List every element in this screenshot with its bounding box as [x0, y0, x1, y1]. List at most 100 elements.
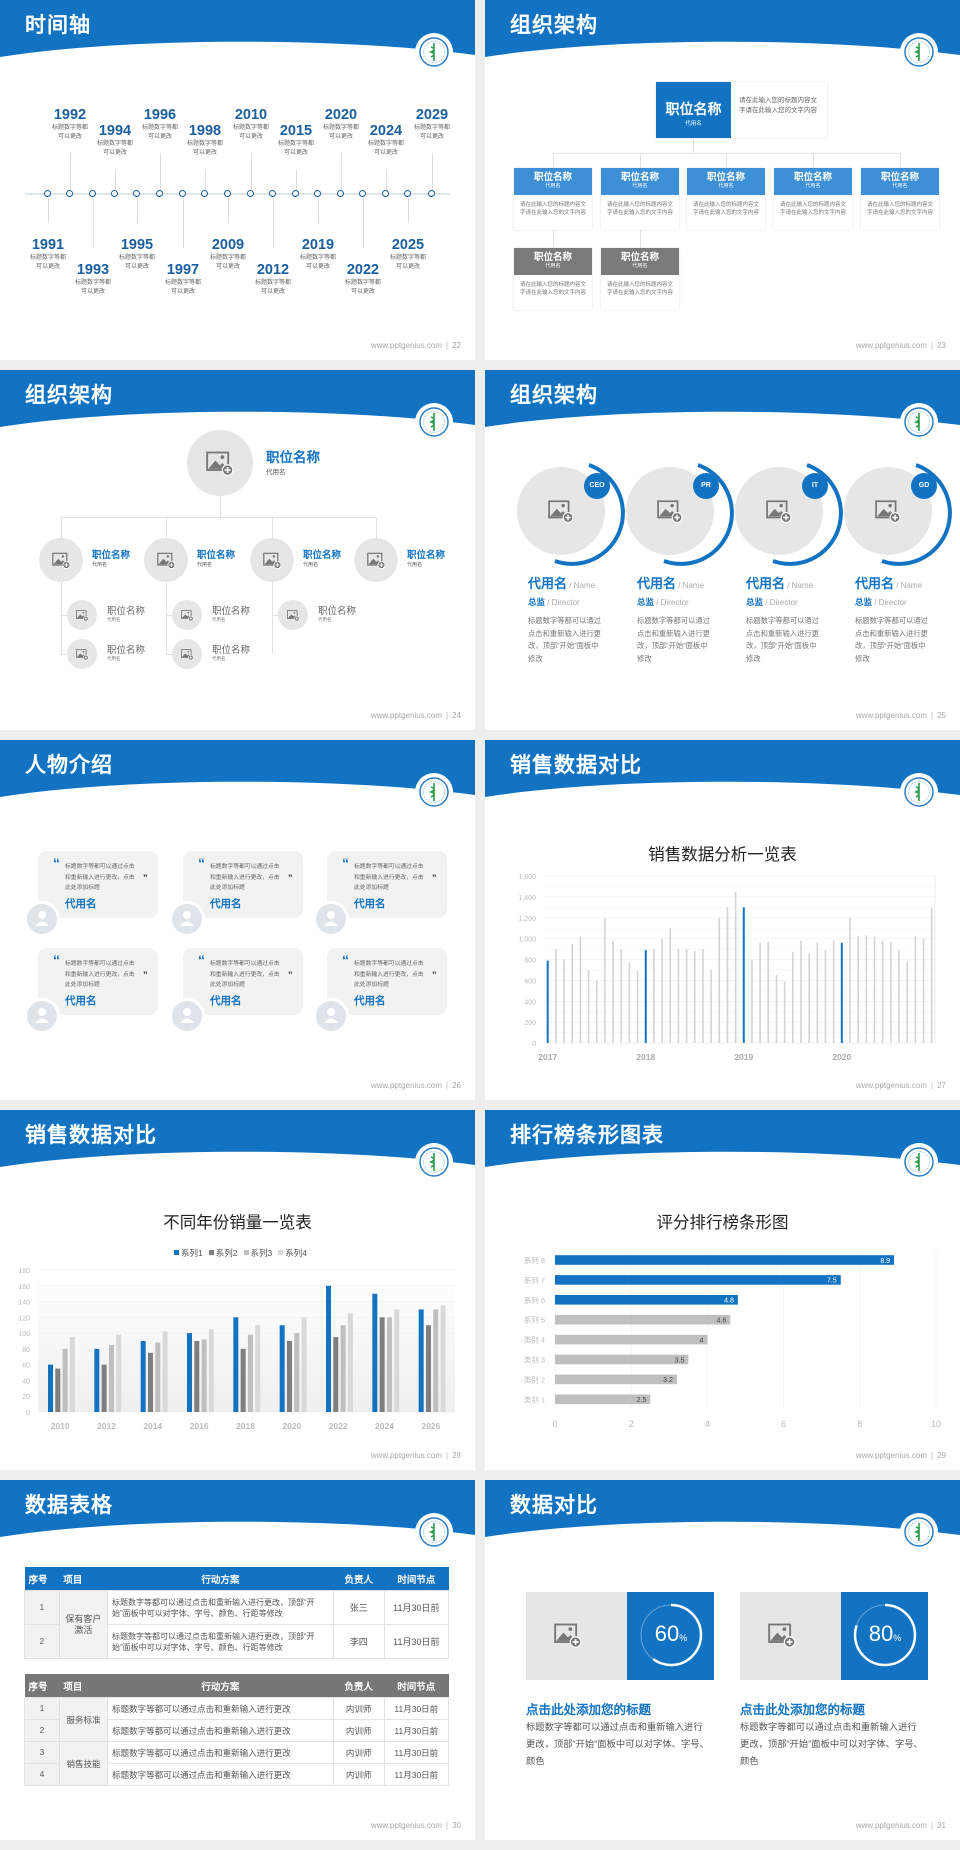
logo — [900, 403, 938, 441]
connector-line — [160, 153, 161, 190]
connector-line — [553, 230, 554, 248]
column-header: 行动方案 — [201, 1681, 240, 1693]
footer-site: www.pptgenius.com — [370, 1081, 443, 1090]
timeline-dot — [314, 190, 321, 197]
event-desc: 可以更改 — [170, 289, 195, 295]
data-label: 7.5 — [827, 1278, 837, 1285]
slide-title: 组织架构 — [510, 14, 598, 37]
head — [38, 1008, 46, 1016]
event-year: 2010 — [234, 107, 268, 123]
slide-24: 组织架构 www.pptgenius.com | 24 职位名称 代用名 职位名称 代用名 职位… — [0, 370, 475, 730]
connector-line — [61, 517, 62, 538]
x-tick-label: 2016 — [190, 1421, 209, 1431]
team-member: 代用名 / Name 总监 / Director 标题数字等都可以通过点击和重新输入… — [746, 576, 836, 665]
connector-line — [166, 615, 176, 616]
top-label: 职位名称 代用名 — [266, 450, 320, 476]
footer-separator: | — [446, 1451, 449, 1460]
slide-title: 人物介绍 — [25, 754, 113, 777]
quote-close-icon: ” — [288, 970, 293, 980]
timeline-dot — [337, 190, 344, 197]
legend-swatch — [208, 1250, 214, 1255]
user-icon — [35, 911, 49, 926]
header-band — [485, 740, 960, 797]
timeline-event: 2025 标题数字等都 可以更改 — [376, 237, 440, 272]
bar — [394, 1309, 400, 1412]
row-number: 1 — [24, 1697, 60, 1720]
sun — [187, 650, 189, 653]
quote-text: 标题数字等都可以通过点击和重新输入进行更改，点击此处添加标题 — [65, 961, 135, 988]
child-label: 职位名称 代用名 — [197, 550, 235, 568]
project-cell: 销售技能 — [58, 1741, 109, 1786]
body — [180, 1018, 194, 1023]
connector-line — [432, 153, 433, 190]
bar — [800, 940, 802, 1043]
grandchild-photo-circle — [67, 600, 97, 630]
event-desc: 可以更改 — [192, 150, 217, 156]
image-placeholder-icon — [768, 1623, 796, 1648]
position-desc: 请在此输入您的标题内容文字请在此输入您的文字内容 — [607, 202, 674, 216]
sun — [82, 611, 84, 614]
header-wave — [0, 1110, 475, 1167]
event-desc: 可以更改 — [124, 264, 149, 270]
time-cell: 11月30日前 — [383, 1590, 450, 1625]
mountain — [208, 460, 228, 469]
plus — [84, 655, 87, 659]
image-placeholder-icon — [548, 500, 574, 523]
x-tick-label: 4 — [705, 1419, 710, 1429]
data-label: 4 — [699, 1337, 703, 1344]
position-name: 代用名 — [107, 617, 121, 622]
table-row: 1 服务标准 标题数字等都可以通过点击和重新输入进行更改 内训师 11月30日前 — [24, 1697, 450, 1742]
legend-swatch — [243, 1250, 249, 1255]
bar — [340, 1325, 346, 1412]
bar — [326, 1285, 331, 1412]
plot-area — [38, 1270, 455, 1412]
person-name: 代用名 — [65, 995, 97, 1007]
timeline-axis — [25, 193, 450, 195]
image-placeholder-icon — [554, 1623, 582, 1648]
logo-emblem — [428, 413, 435, 431]
bar — [620, 949, 623, 1043]
timeline-event: 1991 标题数字等都 可以更改 — [16, 237, 80, 272]
page-number: 26 — [452, 1081, 461, 1090]
position-name: 代用名 — [107, 656, 121, 661]
org-box: 职位名称 代用名 请在此输入您的标题内容文字请在此输入您的文字内容 — [861, 168, 939, 230]
event-year: 1997 — [166, 262, 200, 278]
role-en: / Director — [872, 598, 907, 607]
position-desc: 请在此输入您的标题内容文字请在此输入您的文字内容 — [520, 282, 587, 296]
quote-text: 标题数字等都可以通过点击和重新输入进行更改，点击此处添加标题 — [65, 864, 135, 891]
member-name: 代用名 / Name — [528, 576, 618, 594]
data-label: 8.9 — [880, 1258, 890, 1265]
footer-site: www.pptgenius.com — [370, 341, 443, 350]
quote-open-icon: “ — [53, 855, 60, 871]
bar — [379, 1317, 385, 1412]
column-header: 时间节点 — [397, 1574, 436, 1586]
bar — [653, 949, 655, 1043]
event-desc: 可以更改 — [57, 134, 82, 140]
bar — [55, 1368, 61, 1412]
legend-label: 系列1 — [181, 1248, 203, 1258]
timeline-event: 1993 标题数字等都 可以更改 — [61, 262, 125, 297]
bar — [710, 969, 712, 1043]
progress-ring — [639, 1603, 703, 1667]
timeline-dot — [89, 190, 96, 197]
column-header: 项目 — [63, 1681, 83, 1693]
connector-line — [166, 582, 167, 654]
bar — [579, 936, 582, 1043]
bar — [832, 940, 835, 1043]
position-title: 职位名称 — [107, 645, 146, 656]
event-year: 2022 — [346, 262, 380, 278]
person-name: 代用名 — [210, 898, 242, 910]
timeline-event: 1998 标题数字等都 可以更改 — [173, 123, 237, 158]
bar — [162, 1331, 168, 1412]
event-desc: 可以更改 — [260, 289, 285, 295]
position-desc: 请在此输入您的标题内容文字请在此输入您的文字内容 — [607, 282, 674, 296]
event-year: 2019 — [301, 237, 335, 253]
bar — [286, 1341, 292, 1412]
footer-site: www.pptgenius.com — [855, 711, 928, 720]
bar — [418, 1309, 424, 1412]
slide-26: 人物介绍 www.pptgenius.com | 26 “ ” 标题数字等都可以通过点击和重… — [0, 740, 475, 1100]
stat-title: 点击此处添加您的标题 — [526, 1703, 652, 1717]
position-title: 职位名称 — [92, 550, 131, 561]
position-title: 职位名称 — [880, 172, 919, 183]
frame — [657, 500, 679, 519]
